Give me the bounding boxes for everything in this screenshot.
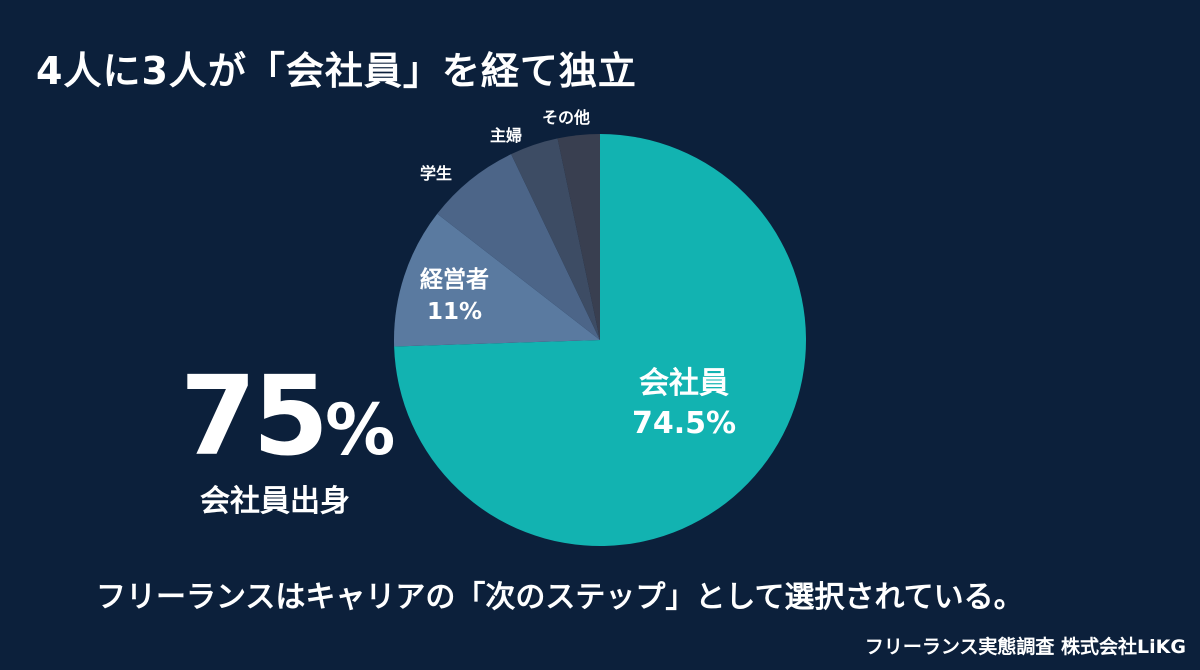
keieisha-name: 経営者 bbox=[420, 267, 489, 293]
keieisha-pct: 11% bbox=[426, 299, 483, 325]
pie-slice-3 bbox=[511, 138, 600, 340]
highlight-value: 75% bbox=[180, 352, 395, 480]
kaishain-name: 会社員 bbox=[639, 366, 730, 401]
pie-slice-4 bbox=[557, 134, 600, 340]
label-kaishain: 会社員 74.5% bbox=[632, 364, 736, 444]
source-credit: フリーランス実態調査 株式会社LiKG bbox=[864, 636, 1186, 658]
pie-slice-1 bbox=[394, 213, 600, 347]
pie-slice-0 bbox=[394, 134, 806, 546]
label-shufu: 主婦 bbox=[490, 126, 523, 145]
highlight-caption: 会社員出身 bbox=[200, 484, 350, 519]
page-title: 4人に3人が「会社員」を経て独立 bbox=[36, 49, 637, 93]
kaishain-pct: 74.5% bbox=[632, 406, 737, 441]
label-sonota: その他 bbox=[542, 108, 591, 127]
label-keieisha: 経営者 11% bbox=[420, 264, 489, 328]
footer-message: フリーランスはキャリアの「次のステップ」として選択されている。 bbox=[96, 580, 1024, 615]
pie-slice-2 bbox=[437, 154, 600, 340]
label-gakusei: 学生 bbox=[420, 164, 453, 183]
